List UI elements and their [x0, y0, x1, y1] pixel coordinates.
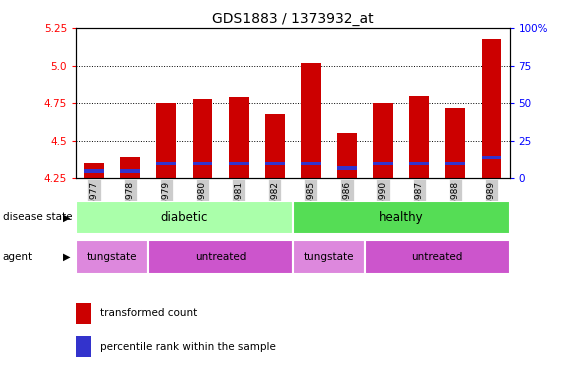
Bar: [76, 336, 91, 357]
Bar: [445, 162, 465, 165]
Bar: [265, 162, 285, 165]
Bar: [445, 108, 465, 178]
Text: untreated: untreated: [412, 252, 463, 262]
Bar: [229, 162, 248, 165]
Bar: [84, 163, 104, 178]
Bar: [301, 162, 321, 165]
Bar: [193, 99, 212, 178]
Bar: [337, 166, 357, 170]
Text: diabetic: diabetic: [160, 211, 208, 224]
Bar: [84, 169, 104, 173]
Bar: [373, 103, 393, 178]
Bar: [301, 63, 321, 178]
Bar: [293, 201, 510, 234]
Text: percentile rank within the sample: percentile rank within the sample: [100, 342, 276, 351]
Bar: [265, 114, 285, 178]
Text: untreated: untreated: [195, 252, 246, 262]
Bar: [76, 240, 148, 274]
Text: agent: agent: [3, 252, 33, 262]
Text: tungstate: tungstate: [87, 252, 137, 262]
Bar: [373, 162, 393, 165]
Bar: [76, 201, 293, 234]
Text: healthy: healthy: [379, 211, 423, 224]
Bar: [193, 162, 212, 165]
Bar: [157, 103, 176, 178]
Text: transformed count: transformed count: [100, 309, 197, 318]
Title: GDS1883 / 1373932_at: GDS1883 / 1373932_at: [212, 12, 374, 26]
Text: tungstate: tungstate: [303, 252, 354, 262]
Bar: [481, 156, 502, 159]
Text: disease state: disease state: [3, 213, 72, 222]
Text: ▶: ▶: [63, 213, 70, 222]
Bar: [148, 240, 293, 274]
Bar: [481, 39, 502, 178]
Bar: [120, 169, 140, 173]
Bar: [365, 240, 510, 274]
Bar: [409, 96, 429, 178]
Bar: [293, 240, 365, 274]
Bar: [157, 162, 176, 165]
Bar: [409, 162, 429, 165]
Bar: [337, 133, 357, 178]
Text: ▶: ▶: [63, 252, 70, 262]
Bar: [120, 157, 140, 178]
Bar: [76, 303, 91, 324]
Bar: [229, 97, 248, 178]
